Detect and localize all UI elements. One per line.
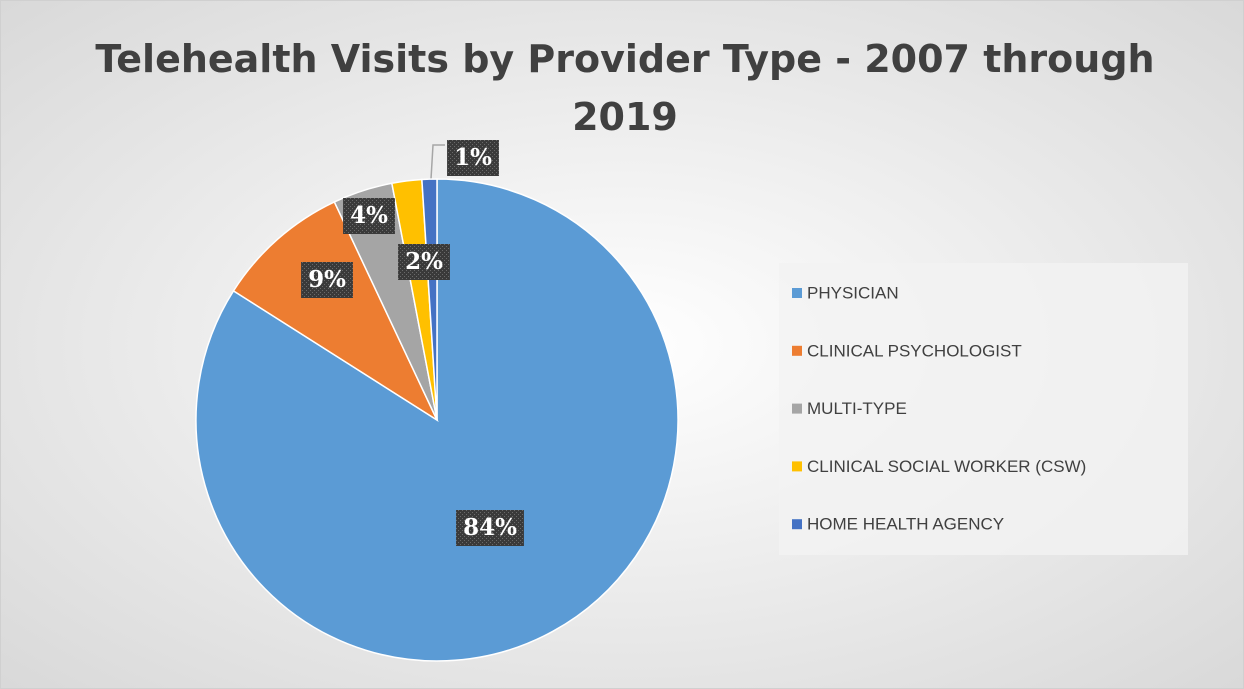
data-label-box [456, 510, 524, 546]
legend-label: HOME HEALTH AGENCY [807, 515, 1004, 534]
legend-label: CLINICAL SOCIAL WORKER (CSW) [807, 457, 1086, 476]
data-label-box [447, 140, 499, 176]
legend-swatch [792, 345, 802, 356]
legend-swatch [792, 461, 802, 472]
data-label-box [301, 262, 353, 298]
chart-title: Telehealth Visits by Provider Type - 200… [95, 37, 1154, 139]
data-label-box [343, 198, 395, 234]
data-label: 4% [350, 202, 388, 229]
data-label: 1% [454, 144, 492, 171]
pie-slice [421, 178, 438, 421]
legend-label: MULTI-TYPE [807, 399, 907, 418]
data-label: 9% [308, 266, 346, 293]
data-label: 84% [463, 514, 517, 541]
legend-label: CLINICAL PSYCHOLOGIST [807, 341, 1022, 360]
data-label-box [398, 244, 450, 280]
legend-box [779, 263, 1188, 555]
legend-swatch [792, 288, 802, 298]
leader-line [430, 144, 445, 180]
pie-slice [232, 200, 439, 423]
legend-swatch [792, 403, 802, 414]
legend-label: PHYSICIAN [807, 283, 899, 302]
legend-swatch [792, 519, 802, 530]
data-label: 2% [405, 248, 443, 275]
